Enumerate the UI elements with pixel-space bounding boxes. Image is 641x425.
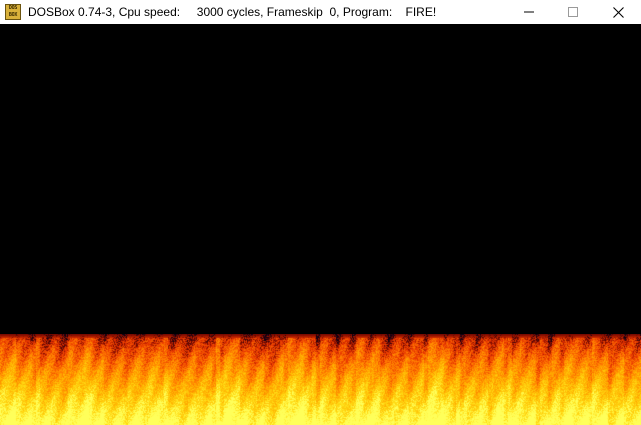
close-button[interactable] bbox=[595, 0, 641, 24]
title-bar[interactable]: DOS BOX DOSBox 0.74-3, Cpu speed: 3000 c… bbox=[0, 0, 641, 24]
maximize-button[interactable] bbox=[551, 0, 595, 24]
minimize-icon bbox=[524, 11, 534, 13]
close-icon bbox=[612, 6, 624, 18]
window-controls bbox=[507, 0, 641, 24]
title-program: FIRE! bbox=[405, 5, 437, 19]
dosbox-icon[interactable]: DOS BOX bbox=[5, 4, 21, 20]
icon-label-top: DOS bbox=[8, 5, 18, 11]
maximize-icon bbox=[568, 7, 578, 17]
window-title: DOSBox 0.74-3, Cpu speed: 3000 cycles, F… bbox=[28, 5, 507, 19]
icon-label-bottom: BOX bbox=[8, 12, 18, 18]
title-cycles: 3000 cycles, Frameskip 0, Program: bbox=[196, 5, 393, 19]
dos-screen[interactable] bbox=[0, 24, 641, 425]
fire-effect bbox=[0, 334, 641, 425]
title-app: DOSBox 0.74-3, Cpu speed: bbox=[28, 5, 181, 19]
minimize-button[interactable] bbox=[507, 0, 551, 24]
